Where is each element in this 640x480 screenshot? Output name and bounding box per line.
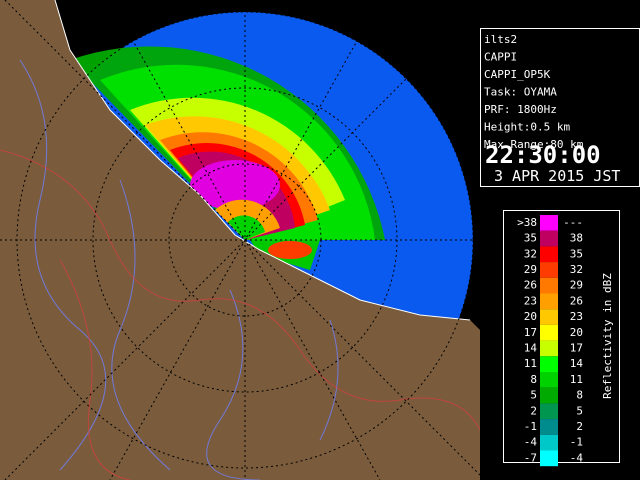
legend-high: 23 — [570, 310, 583, 323]
legend-high: 26 — [570, 294, 583, 307]
legend-title: Reflectivity in dBZ — [601, 273, 614, 399]
time: 22:30:00 — [485, 141, 601, 169]
range-rings — [0, 0, 480, 480]
legend-swatch — [540, 372, 558, 388]
info-line: Height:0.5 km — [484, 121, 570, 134]
date: 3 APR 2015 JST — [494, 167, 620, 185]
legend-swatch — [540, 230, 558, 247]
legend-swatch — [540, 450, 558, 467]
legend: >38 --- 35 38 32 35 29 32 26 29 23 26 20 23 17 20 14 17 11… — [517, 215, 584, 467]
legend-low: 35 — [524, 232, 537, 245]
legend-swatch — [540, 419, 558, 435]
legend-low: >38 — [517, 216, 537, 229]
legend-swatch — [540, 356, 558, 372]
legend-low: 20 — [524, 310, 537, 323]
info-line: CAPPI_OP5K — [484, 68, 551, 81]
legend-swatch — [540, 262, 558, 278]
info-panel — [480, 28, 640, 187]
legend-low: 5 — [530, 389, 537, 402]
legend-high: 5 — [576, 404, 583, 417]
legend-high: 14 — [570, 357, 584, 370]
legend-low: 8 — [530, 373, 537, 386]
legend-high: 35 — [570, 247, 583, 260]
info-line: PRF: 1800Hz — [484, 103, 557, 116]
legend-swatch — [540, 293, 558, 310]
legend-high: 38 — [570, 232, 583, 245]
info-lines: ilts2 CAPPI CAPPI_OP5K Task: OYAMA PRF: 1800… — [484, 33, 584, 151]
legend-swatch — [540, 340, 558, 357]
legend-swatch — [540, 277, 558, 294]
info-line: Task: OYAMA — [484, 86, 557, 99]
legend-box — [503, 210, 620, 463]
legend-low: -1 — [524, 420, 537, 433]
legend-low: 23 — [524, 294, 537, 307]
legend-high: 17 — [570, 341, 583, 354]
legend-swatch — [540, 434, 558, 451]
legend-high: 20 — [570, 326, 583, 339]
legend-high: --- — [563, 216, 583, 229]
legend-swatch — [540, 403, 558, 420]
legend-swatch — [540, 246, 558, 263]
legend-swatch — [540, 309, 558, 325]
legend-low: 29 — [524, 263, 537, 276]
legend-low: 11 — [524, 357, 537, 370]
legend-high: 8 — [576, 389, 583, 402]
legend-low: 2 — [530, 404, 537, 417]
legend-swatch — [540, 387, 558, 404]
legend-low: -4 — [524, 436, 538, 449]
legend-low: 26 — [524, 279, 537, 292]
radar-map — [0, 0, 480, 480]
legend-low: 17 — [524, 326, 537, 339]
legend-high: 11 — [570, 373, 583, 386]
coastline — [54, 0, 471, 321]
legend-swatch — [540, 324, 558, 341]
legend-low: -7 — [524, 451, 537, 464]
legend-swatch — [540, 215, 558, 231]
legend-low: 32 — [524, 247, 537, 260]
rivers — [19, 59, 339, 480]
legend-high: 32 — [570, 263, 583, 276]
boundaries — [0, 149, 480, 480]
legend-high: 29 — [570, 279, 583, 292]
info-line: ilts2 — [484, 33, 517, 46]
info-line: Max Range:80 km — [484, 138, 584, 151]
legend-high: 2 — [576, 420, 583, 433]
info-line: CAPPI — [484, 51, 517, 64]
legend-high: -1 — [570, 436, 583, 449]
legend-low: 14 — [524, 341, 538, 354]
legend-high: -4 — [570, 451, 584, 464]
